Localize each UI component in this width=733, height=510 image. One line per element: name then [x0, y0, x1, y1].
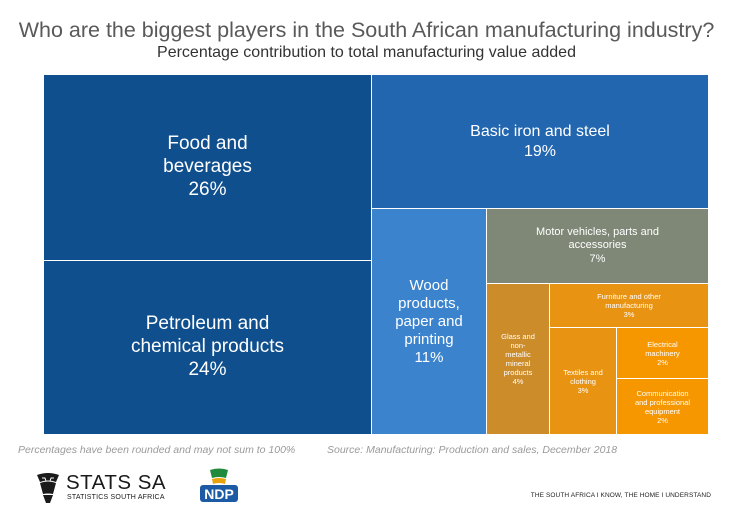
tile-label: Motor vehicles, parts and accessories: [536, 226, 659, 252]
tile-text: Textiles and clothing 3%: [563, 368, 603, 395]
tile-text: Electrical machinery 2%: [645, 340, 680, 367]
tile-electrical-machinery: Electrical machinery 2%: [617, 328, 708, 378]
tile-glass-and-non-metallic-mineral-products: Glass and non-metallic mineral products 4%: [487, 284, 549, 434]
tile-text: Basic iron and steel 19%: [470, 122, 610, 160]
tile-value: 26%: [188, 178, 227, 200]
tile-furniture-and-other-manufacturing: Furniture and other manufacturing 3%: [550, 284, 708, 327]
tile-value: 3%: [623, 310, 635, 319]
tile-label: Electrical machinery: [645, 339, 680, 358]
tile-label: Furniture and other manufacturing: [597, 292, 661, 310]
logo-subtitle: STATISTICS SOUTH AFRICA: [67, 494, 165, 501]
ndp-logo-icon: NDP: [200, 468, 238, 502]
tile-value: 2%: [657, 357, 668, 367]
footnote: Percentages have been rounded and may no…: [18, 444, 296, 456]
tile-motor-vehicles-parts-and-accessories: Motor vehicles, parts and accessories 7%: [487, 209, 708, 283]
tile-label: Textiles and clothing: [563, 367, 603, 386]
tile-value: 24%: [188, 358, 227, 380]
tile-label: Communication and professional equipment: [634, 388, 691, 416]
tile-textiles-and-clothing: Textiles and clothing 3%: [550, 328, 616, 434]
tile-text: Glass and non-metallic mineral products 4%: [501, 332, 535, 386]
tile-text: Food and beverages 26%: [163, 133, 252, 201]
tile-value: 3%: [577, 385, 589, 395]
tile-label: Glass and non-metallic mineral products: [501, 332, 535, 377]
tile-text: Motor vehicles, parts and accessories 7%: [536, 226, 659, 266]
tile-value: 19%: [523, 142, 556, 160]
tile-petroleum-and-chemical-products: Petroleum and chemical products 24%: [44, 261, 371, 434]
tile-label: Basic iron and steel: [470, 123, 610, 141]
tile-value: 7%: [589, 252, 606, 265]
tile-label: Wood products, paper and printing: [395, 276, 463, 348]
tile-value: 11%: [414, 348, 444, 366]
tile-label: Food and beverages: [163, 133, 252, 178]
tile-basic-iron-and-steel: Basic iron and steel 19%: [372, 75, 708, 208]
stats-sa-emblem-icon: [37, 473, 59, 503]
tile-text: Wood products, paper and printing 11%: [395, 277, 463, 367]
tile-food-and-beverages: Food and beverages 26%: [44, 75, 371, 260]
tile-text: Furniture and other manufacturing 3%: [597, 292, 661, 319]
tile-communication-and-professional-equipment: Communication and professional equipment 2%: [617, 379, 708, 434]
tile-label: Petroleum and chemical products: [130, 313, 285, 358]
source-note: Source: Manufacturing: Production and sa…: [327, 444, 618, 456]
ndp-label: NDP: [204, 486, 234, 502]
chart-subtitle: Percentage contribution to total manufac…: [157, 44, 576, 61]
tagline: THE SOUTH AFRICA I KNOW, THE HOME I UNDE…: [530, 492, 711, 499]
logo-name: STATS SA: [66, 471, 167, 494]
tile-value: 4%: [512, 377, 524, 386]
tile-wood-products-paper-and-printing: Wood products, paper and printing 11%: [372, 209, 486, 434]
tile-text: Communication and professional equipment 2%: [635, 389, 690, 425]
chart-title: Who are the biggest players in the South…: [18, 18, 715, 42]
tile-value: 2%: [657, 415, 668, 425]
tile-text: Petroleum and chemical products 24%: [131, 313, 284, 381]
stats-sa-logo: STATS SA STATISTICS SOUTH AFRICA: [34, 472, 174, 506]
